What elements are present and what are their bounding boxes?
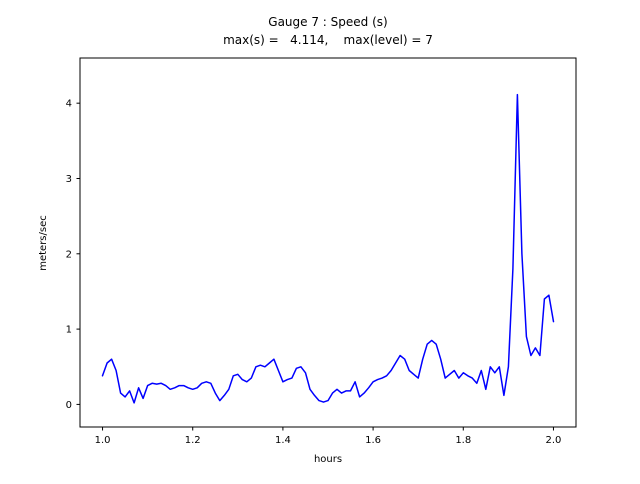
x-tick-label: 1.0 (95, 435, 111, 446)
chart-subtitle: max(s) = 4.114, max(level) = 7 (223, 33, 433, 47)
x-axis-label: hours (314, 454, 342, 465)
axes: 1.0 1.2 1.4 1.6 1.8 2.0 0 1 2 3 4 (66, 57, 577, 446)
x-tick-label: 1.2 (185, 435, 201, 446)
y-tick-label: 2 (66, 249, 72, 260)
y-tick-label: 1 (66, 325, 72, 336)
x-tick-label: 1.4 (275, 435, 291, 446)
y-tick-label: 0 (66, 400, 72, 411)
y-axis-label: meters/sec (38, 215, 49, 271)
y-tick-label: 3 (66, 174, 72, 185)
axes-frame (79, 57, 577, 428)
x-tick-label: 1.6 (365, 435, 381, 446)
x-tick-label: 1.8 (455, 435, 471, 446)
speed-line (101, 93, 555, 404)
chart-title: Gauge 7 : Speed (s) (268, 15, 387, 29)
speed-series-polyline (101, 93, 555, 404)
y-tick-label: 4 (66, 99, 72, 110)
x-tick-label: 2.0 (546, 435, 562, 446)
